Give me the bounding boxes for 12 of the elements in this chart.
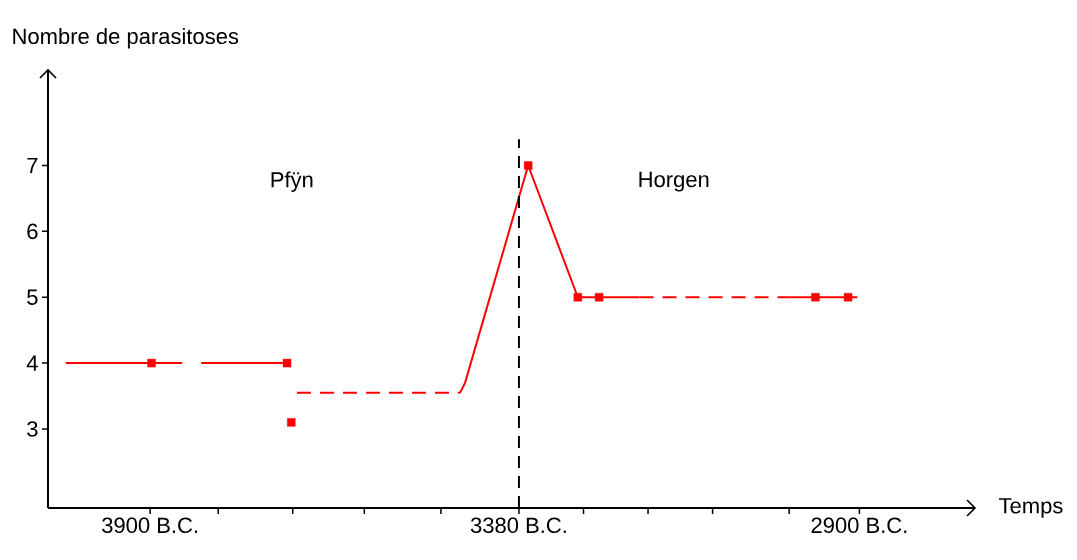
annotation: Pfÿn (271, 171, 313, 192)
y-tick-label: 3 (27, 421, 38, 437)
y-tick-label: 4 (26, 355, 38, 371)
y-tick-label: 7 (27, 157, 38, 174)
x-axis-title: Temps (999, 498, 1063, 518)
y-tick-label: 5 (27, 289, 38, 305)
y-axis-title: Nombre de parasitoses (13, 27, 239, 49)
x-tick-label: 3380 B.C. (470, 517, 566, 534)
annotation: Horgen (639, 171, 709, 192)
y-tick-label: 6 (27, 223, 38, 240)
x-tick-label: 2900 B.C. (811, 517, 907, 534)
x-tick-label: 3900 B.C. (102, 517, 198, 534)
